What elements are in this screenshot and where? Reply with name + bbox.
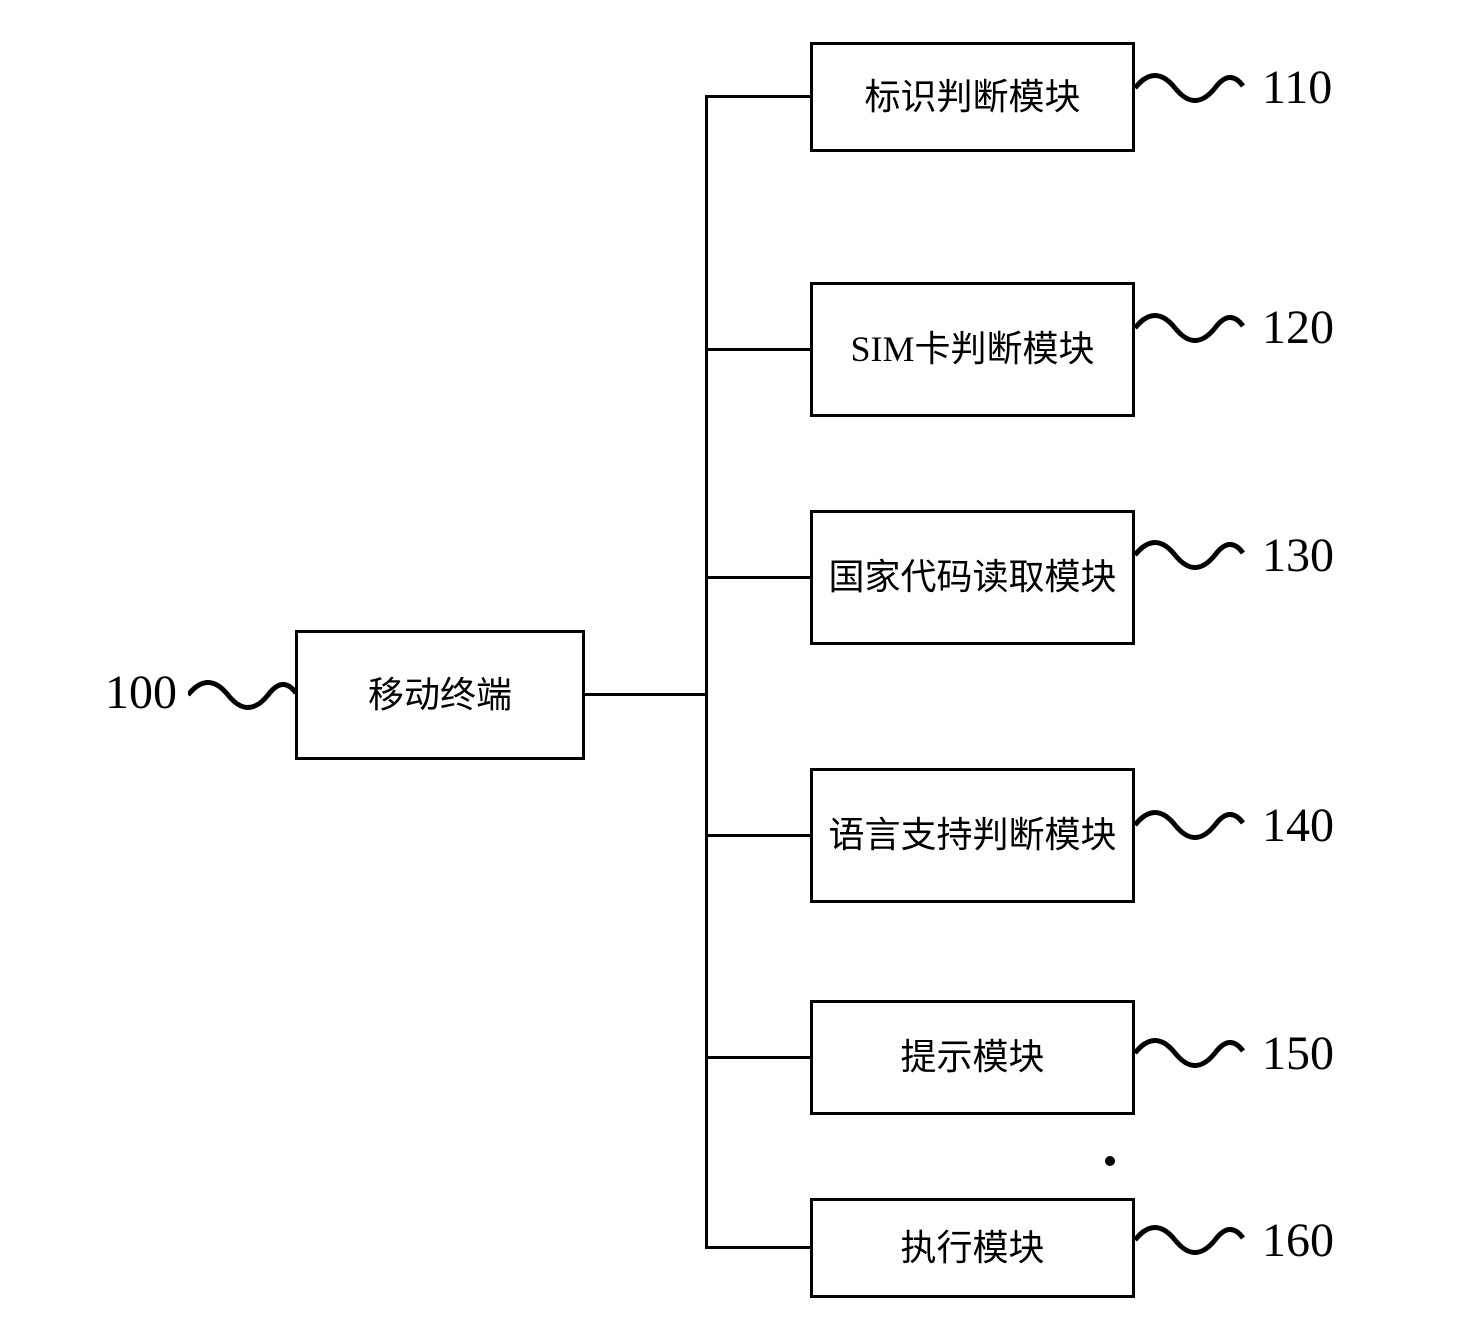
child-4-label: 150 [1262, 1026, 1334, 1081]
root-box-text: 移动终端 [368, 672, 512, 719]
child-box-4-text: 提示模块 [900, 1034, 1044, 1081]
child-0-label: 110 [1262, 60, 1332, 115]
root-squiggle-icon [188, 665, 298, 720]
connector-root-h [585, 693, 705, 696]
child-3-squiggle-icon [1135, 795, 1245, 850]
root-box: 移动终端 [295, 630, 585, 760]
connector-child-1-h [705, 348, 810, 351]
child-3-label: 140 [1262, 798, 1334, 853]
connector-child-4-h [705, 1056, 810, 1059]
child-box-3-text: 语言支持判断模块 [828, 812, 1116, 859]
child-box-1-text: SIM卡判断模块 [850, 326, 1094, 373]
child-box-0: 标识判断模块 [810, 42, 1135, 152]
child-2-squiggle-icon [1135, 525, 1245, 580]
child-5-squiggle-icon [1135, 1210, 1245, 1265]
dot-icon [1105, 1156, 1115, 1166]
child-box-5: 执行模块 [810, 1198, 1135, 1298]
child-box-1: SIM卡判断模块 [810, 282, 1135, 417]
child-box-4: 提示模块 [810, 1000, 1135, 1115]
child-box-2: 国家代码读取模块 [810, 510, 1135, 645]
connector-child-0-h [705, 95, 810, 98]
child-1-label: 120 [1262, 300, 1334, 355]
child-2-label: 130 [1262, 528, 1334, 583]
connector-child-5-h [705, 1246, 810, 1249]
child-box-5-text: 执行模块 [900, 1225, 1044, 1272]
root-label: 100 [105, 665, 177, 720]
child-box-2-text: 国家代码读取模块 [828, 554, 1116, 601]
child-1-squiggle-icon [1135, 298, 1245, 353]
child-0-squiggle-icon [1135, 58, 1245, 113]
connector-child-2-h [705, 576, 810, 579]
connector-bus-v [705, 95, 708, 1248]
child-5-label: 160 [1262, 1213, 1334, 1268]
child-box-3: 语言支持判断模块 [810, 768, 1135, 903]
child-4-squiggle-icon [1135, 1023, 1245, 1078]
connector-child-3-h [705, 834, 810, 837]
child-box-0-text: 标识判断模块 [864, 74, 1080, 121]
